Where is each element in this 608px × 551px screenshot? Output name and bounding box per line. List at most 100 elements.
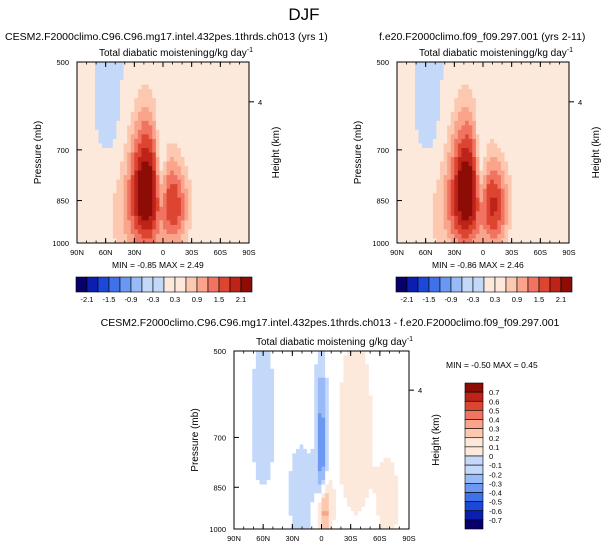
heatmap-cell xyxy=(397,206,401,212)
heatmap-cell xyxy=(497,233,502,239)
heatmap-cell xyxy=(163,71,167,76)
heatmap-cell xyxy=(206,233,210,239)
heatmap-cell xyxy=(372,359,377,365)
heatmap-cell xyxy=(94,93,99,99)
heatmap-cell xyxy=(270,408,275,414)
heatmap-cell xyxy=(223,111,228,117)
heatmap-cell xyxy=(533,71,538,76)
heatmap-cell xyxy=(231,220,236,226)
heatmap-cell xyxy=(245,93,250,99)
heatmap-cell xyxy=(209,84,214,90)
heatmap-cell xyxy=(191,202,196,208)
heatmap-cell xyxy=(387,373,392,379)
heatmap-cell xyxy=(112,134,117,140)
heatmap-cell xyxy=(130,125,135,131)
heatmap-cell xyxy=(152,224,157,230)
heatmap-cell xyxy=(109,116,114,122)
heatmap-cell xyxy=(565,147,570,153)
heatmap-cell xyxy=(195,134,200,140)
heatmap-cell xyxy=(418,75,423,81)
heatmap-cell xyxy=(159,143,164,149)
heatmap-cell xyxy=(450,202,455,208)
heatmap-cell xyxy=(137,111,142,117)
heatmap-cell xyxy=(522,125,527,131)
heatmap-cell xyxy=(198,238,203,244)
heatmap-cell xyxy=(98,206,103,212)
heatmap-cell xyxy=(390,395,395,401)
heatmap-cell xyxy=(180,89,185,95)
heatmap-cell xyxy=(422,98,427,104)
heatmap-cell xyxy=(102,102,107,108)
heatmap-cell xyxy=(252,413,257,419)
heatmap-cell xyxy=(429,75,434,81)
heatmap-cell xyxy=(454,157,459,162)
heatmap-cell xyxy=(248,364,253,370)
heatmap-cell xyxy=(343,364,348,370)
heatmap-cell xyxy=(400,215,405,221)
heatmap-cell xyxy=(432,75,437,81)
heatmap-cell xyxy=(479,233,484,239)
heatmap-cell xyxy=(515,157,520,162)
heatmap-cell xyxy=(180,71,185,76)
heatmap-cell xyxy=(234,368,239,374)
heatmap-cell xyxy=(102,62,107,67)
heatmap-cell xyxy=(508,157,513,162)
heatmap-cell xyxy=(155,102,160,108)
heatmap-cell xyxy=(91,102,96,108)
heatmap-cell xyxy=(159,125,164,131)
heatmap-cell xyxy=(400,152,405,158)
heatmap-cell xyxy=(244,435,249,441)
y-axis-label: Pressure (mb) xyxy=(33,121,44,184)
heatmap-cell xyxy=(170,80,175,86)
heatmap-cell xyxy=(241,229,246,235)
heatmap-cell xyxy=(479,116,484,122)
heatmap-cell xyxy=(394,351,399,356)
heatmap-cell xyxy=(238,84,243,90)
heatmap-cell xyxy=(259,386,264,392)
heatmap-cell xyxy=(317,422,322,428)
heatmap-cell xyxy=(170,93,175,99)
heatmap-cell xyxy=(202,75,207,81)
heatmap-cell xyxy=(198,170,203,176)
heatmap-cell xyxy=(411,66,416,72)
heatmap-cell xyxy=(163,107,167,113)
heatmap-cell xyxy=(497,206,502,212)
heatmap-cell xyxy=(198,75,203,81)
heatmap-cell xyxy=(188,224,193,230)
heatmap-cell xyxy=(288,417,293,423)
heatmap-cell xyxy=(425,66,430,72)
heatmap-cell xyxy=(241,399,246,405)
heatmap-cell xyxy=(223,71,228,76)
heatmap-cell xyxy=(173,188,178,194)
heatmap-cell xyxy=(357,364,363,370)
heatmap-cell xyxy=(440,80,444,86)
heatmap-cell xyxy=(191,89,196,95)
heatmap-cell xyxy=(354,359,359,365)
heatmap-cell xyxy=(407,233,412,239)
heatmap-cell xyxy=(483,202,487,208)
heatmap-cell xyxy=(561,107,566,113)
heatmap-cell xyxy=(91,166,96,171)
heatmap-cell xyxy=(145,229,150,235)
heatmap-cell xyxy=(77,224,81,230)
heatmap-cell xyxy=(148,84,153,90)
heatmap-cell xyxy=(206,111,210,117)
heatmap-cell xyxy=(390,426,395,432)
heatmap-cell xyxy=(173,89,178,95)
heatmap-cell xyxy=(561,220,566,226)
heatmap-cell xyxy=(518,62,523,67)
heatmap-cell xyxy=(223,229,228,235)
heatmap-cell xyxy=(248,417,253,423)
heatmap-cell xyxy=(188,89,193,95)
heatmap-cell xyxy=(493,220,498,226)
heatmap-cell xyxy=(231,89,236,95)
heatmap-cell xyxy=(321,377,326,383)
heatmap-cell xyxy=(440,166,444,171)
heatmap-cell xyxy=(152,134,157,140)
heatmap-cell xyxy=(361,377,366,383)
heatmap-cell xyxy=(77,129,81,135)
heatmap-cell xyxy=(397,188,401,194)
heatmap-cell xyxy=(508,229,513,235)
heatmap-cell xyxy=(328,426,333,432)
heatmap-cell xyxy=(515,89,520,95)
